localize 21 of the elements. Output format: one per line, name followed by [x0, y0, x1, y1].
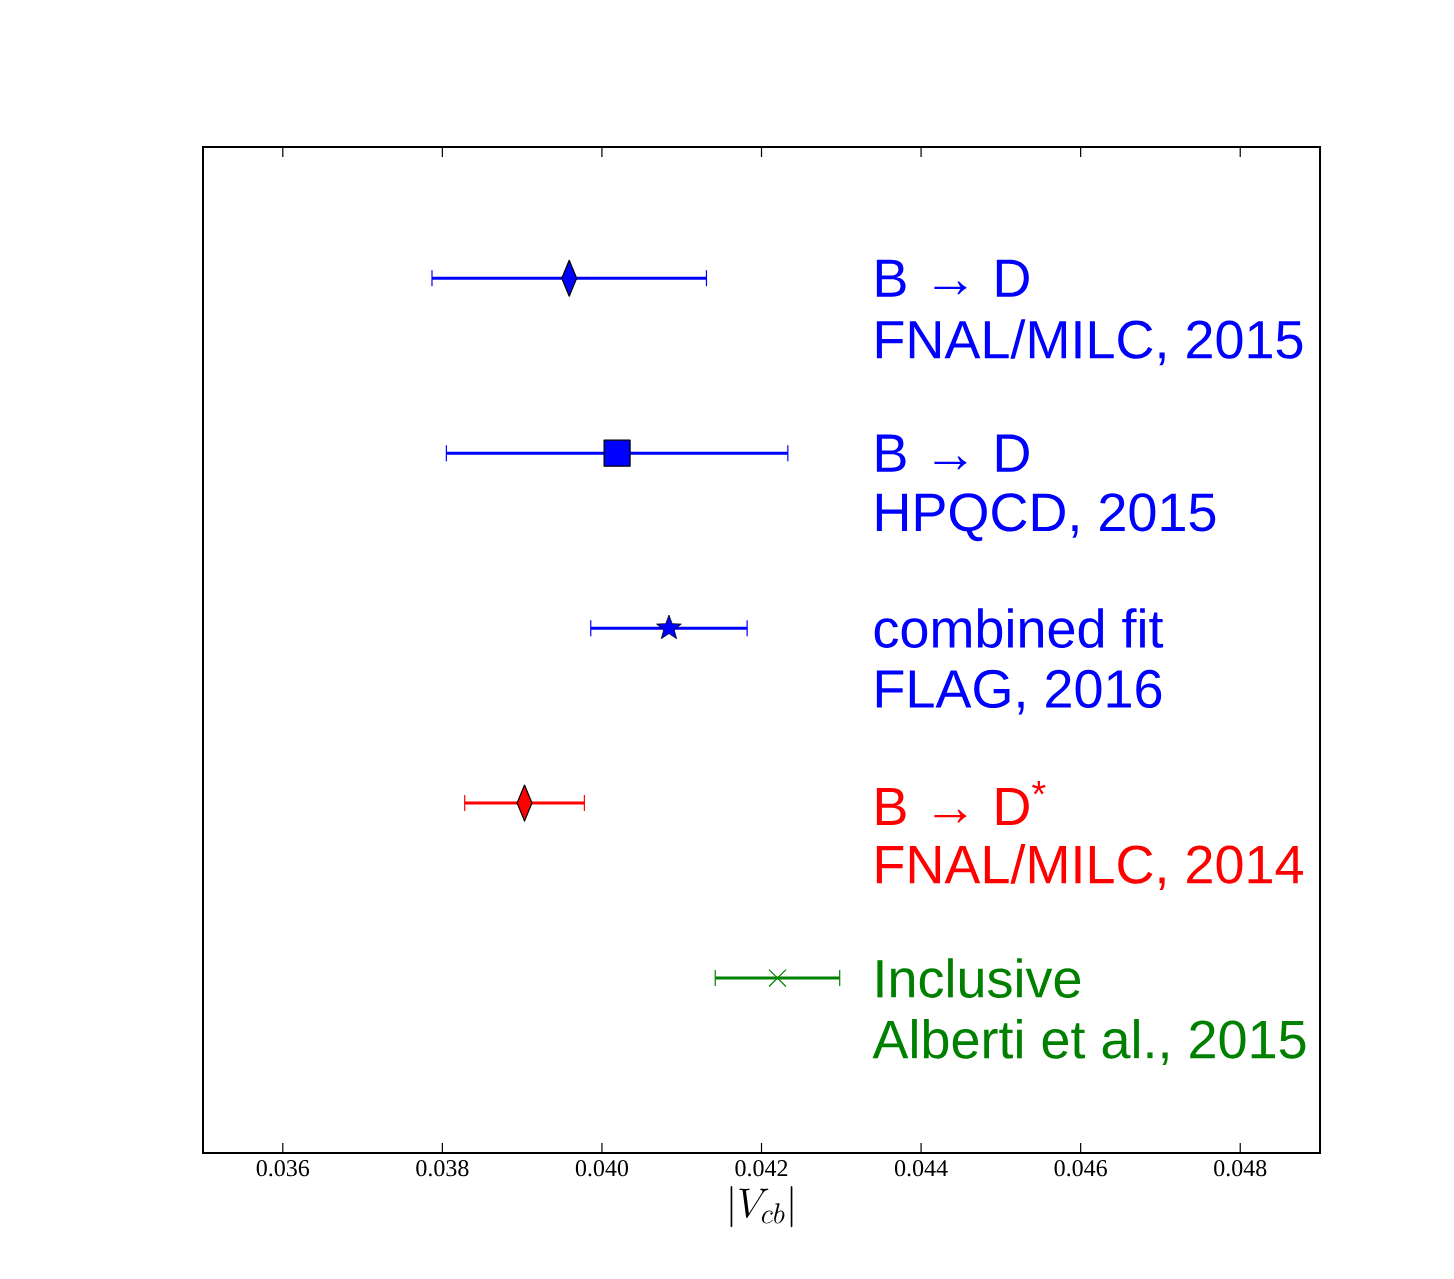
point: [603, 439, 631, 467]
y-tick-label: Inclusive: [877, 958, 1081, 998]
y-tick-label: B → D: [876, 434, 1029, 472]
x-axis-title: $|V_{cb}|$: [730, 1186, 793, 1228]
annotation: HPQCD, 2015: [876, 493, 1216, 542]
point: [768, 968, 787, 988]
x-tick-label: 0.044: [894, 1160, 948, 1177]
x-tick-label: 0.038: [416, 1160, 469, 1177]
x-tick-label: 0.048: [1214, 1160, 1267, 1177]
annotation: FNAL/MILC, 2014: [876, 844, 1303, 891]
y-tick-label: combined fit: [874, 608, 1164, 648]
x-tick-label: 0.040: [575, 1160, 629, 1177]
annotation: FLAG, 2016: [876, 669, 1162, 715]
x-tick-label: 0.046: [1054, 1160, 1107, 1177]
x-tick-label: 0.036: [256, 1160, 310, 1177]
y-tick-label: B → D$^{*}$: [876, 781, 1046, 826]
y-tick-label: B → D: [876, 259, 1029, 297]
x-tick-label: 0.042: [735, 1160, 788, 1177]
annotation: FNAL/MILC, 2015: [876, 319, 1303, 366]
point: [656, 614, 682, 640]
annotation: Alberti et al., 2015: [872, 1019, 1306, 1066]
